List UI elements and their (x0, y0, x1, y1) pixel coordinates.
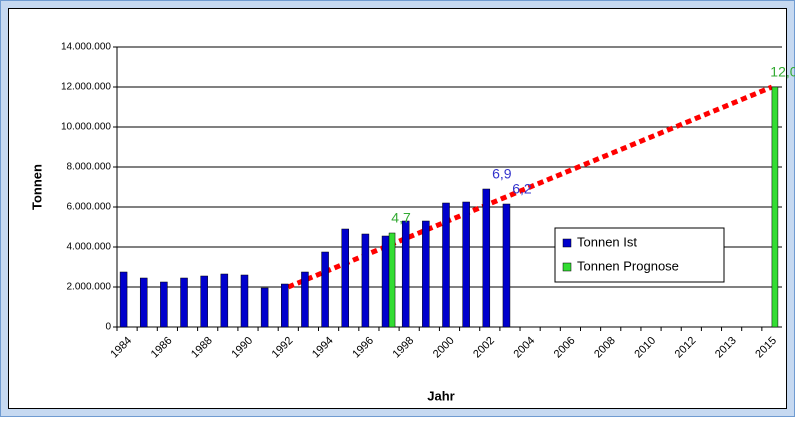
bar (180, 277, 188, 328)
bar (462, 201, 470, 328)
bar (482, 188, 491, 328)
bar (160, 281, 168, 328)
bar (771, 86, 779, 328)
y-tick-label: 2.000.000 (67, 282, 112, 293)
y-tick-label: 14.000.000 (61, 42, 111, 53)
y-tick-label: 4.000.000 (67, 242, 112, 253)
bar (388, 232, 396, 328)
bar (341, 228, 349, 328)
bar (381, 235, 390, 328)
legend-box (554, 227, 725, 283)
data-label: 4,7 (391, 210, 411, 226)
bar (361, 233, 370, 328)
bar (301, 271, 309, 328)
y-tick-label: 6.000.000 (67, 202, 112, 213)
chart-area (8, 8, 787, 409)
bar (240, 274, 249, 328)
y-tick-label: 10.000.000 (61, 122, 111, 133)
y-tick-label: 8.000.000 (67, 162, 112, 173)
bar (260, 287, 269, 328)
trend-line (287, 84, 773, 290)
legend-label: Tonnen Ist (577, 234, 637, 249)
y-axis-title: Tonnen (29, 164, 44, 210)
bar (119, 271, 128, 328)
legend-swatch (562, 238, 572, 248)
bar (401, 220, 410, 328)
y-tick-label: 12.000.000 (61, 82, 111, 93)
bar (139, 277, 148, 328)
legend-label: Tonnen Prognose (577, 258, 679, 273)
data-label: 12,0 (770, 64, 795, 80)
y-tick-label: 0 (105, 322, 111, 333)
bar (200, 275, 208, 328)
bar (442, 202, 450, 328)
bar (422, 220, 430, 328)
data-label: 6,9 (492, 166, 512, 182)
bar (220, 273, 229, 328)
legend-swatch (562, 262, 572, 272)
data-label: 6,2 (512, 181, 532, 197)
x-axis-title: Jahr (427, 388, 454, 403)
bar (502, 203, 511, 328)
bar (281, 283, 289, 328)
bar (321, 251, 329, 328)
